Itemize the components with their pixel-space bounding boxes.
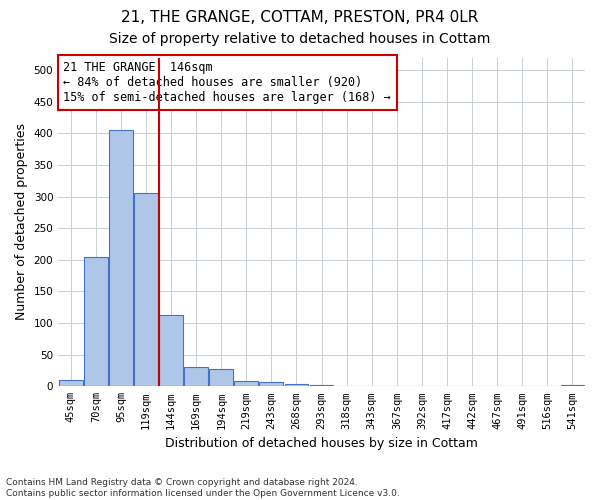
Bar: [159, 316, 183, 386]
Bar: [310, 385, 334, 386]
Text: Contains HM Land Registry data © Crown copyright and database right 2024.
Contai: Contains HM Land Registry data © Crown c…: [6, 478, 400, 498]
Bar: [209, 369, 233, 386]
X-axis label: Distribution of detached houses by size in Cottam: Distribution of detached houses by size …: [165, 437, 478, 450]
Y-axis label: Number of detached properties: Number of detached properties: [15, 124, 28, 320]
Text: 21, THE GRANGE, COTTAM, PRESTON, PR4 0LR: 21, THE GRANGE, COTTAM, PRESTON, PR4 0LR: [121, 10, 479, 25]
Bar: [109, 130, 133, 386]
Text: Size of property relative to detached houses in Cottam: Size of property relative to detached ho…: [109, 32, 491, 46]
Bar: [59, 380, 83, 386]
Bar: [84, 256, 108, 386]
Bar: [134, 194, 158, 386]
Bar: [259, 382, 283, 386]
Text: 21 THE GRANGE: 146sqm
← 84% of detached houses are smaller (920)
15% of semi-det: 21 THE GRANGE: 146sqm ← 84% of detached …: [64, 61, 391, 104]
Bar: [560, 385, 584, 386]
Bar: [235, 381, 258, 386]
Bar: [184, 368, 208, 386]
Bar: [284, 384, 308, 386]
